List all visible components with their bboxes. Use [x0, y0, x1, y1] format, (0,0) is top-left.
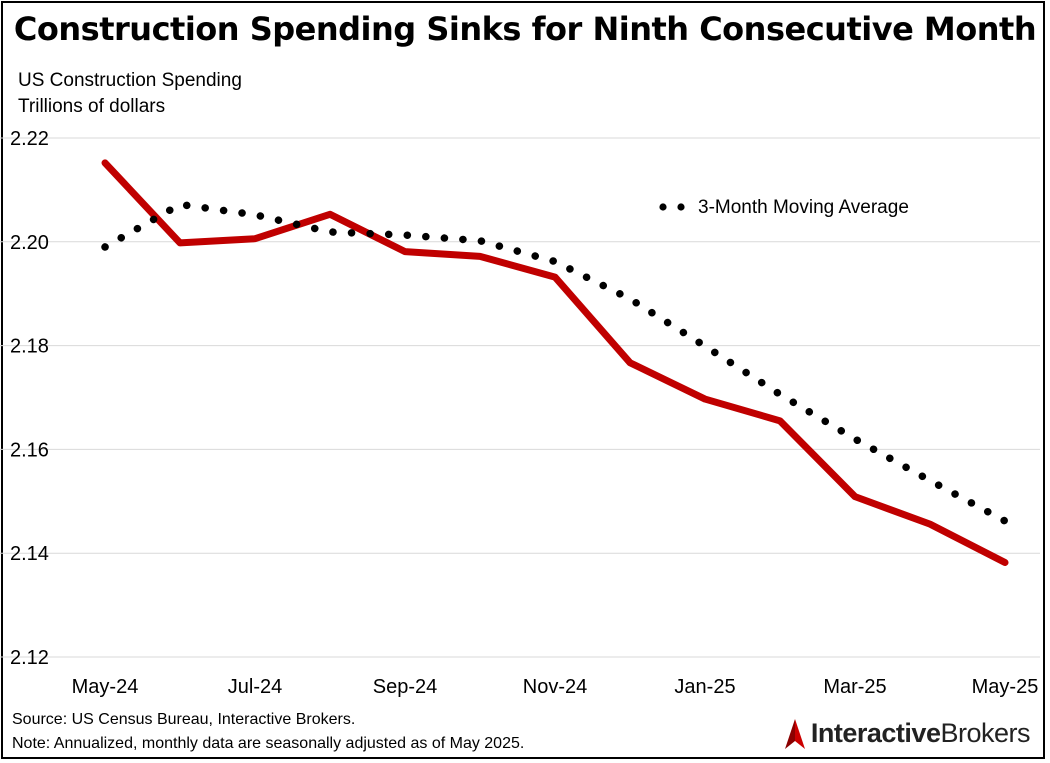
- legend-dot-1: [659, 203, 667, 211]
- x-tick-label: May-25: [972, 676, 1039, 698]
- y-tick-label: 2.14: [10, 543, 49, 565]
- y-tick-label: 2.16: [10, 439, 49, 461]
- data-note: Note: Annualized, monthly data are seaso…: [12, 735, 525, 752]
- brand-name-part1: Interactive: [810, 718, 941, 748]
- gridlines: [0, 137, 1040, 658]
- series-layer: [101, 159, 1009, 567]
- x-tick-label: May-24: [72, 676, 139, 698]
- interactive-brokers-logo-icon: [784, 718, 805, 749]
- chart-title: Construction Spending Sinks for Ninth Co…: [13, 10, 1037, 48]
- x-tick-label: Sep-24: [373, 676, 438, 698]
- series-line-construction-spending: [101, 159, 1009, 567]
- x-axis-ticks: May-24 Jul-24 Sep-24 Nov-24 Jan-25 Mar-25 May-…: [72, 676, 1039, 698]
- y-axis-label-line1: US Construction Spending: [18, 70, 242, 91]
- y-axis-ticks: 2.12 2.14 2.16 2.18 2.20 2.22: [10, 128, 49, 669]
- y-axis-label-line2: Trillions of dollars: [18, 96, 166, 117]
- y-tick-label: 2.18: [10, 336, 49, 358]
- legend-dot-2: [677, 203, 685, 211]
- brand-logo: Interactive Brokers: [784, 718, 1030, 749]
- x-tick-label: Jan-25: [674, 676, 735, 698]
- x-tick-label: Nov-24: [523, 676, 587, 698]
- x-tick-label: Jul-24: [228, 676, 282, 698]
- y-tick-label: 2.20: [10, 232, 49, 254]
- legend-label: 3-Month Moving Average: [698, 197, 909, 218]
- series-line-moving-average: [101, 200, 1009, 525]
- y-tick-label: 2.12: [10, 647, 49, 669]
- source-note: Source: US Census Bureau, Interactive Br…: [12, 711, 356, 728]
- brand-name-part2: Brokers: [940, 718, 1030, 748]
- x-tick-label: Mar-25: [823, 676, 886, 698]
- legend: 3-Month Moving Average: [659, 197, 909, 218]
- y-tick-label: 2.22: [10, 128, 49, 150]
